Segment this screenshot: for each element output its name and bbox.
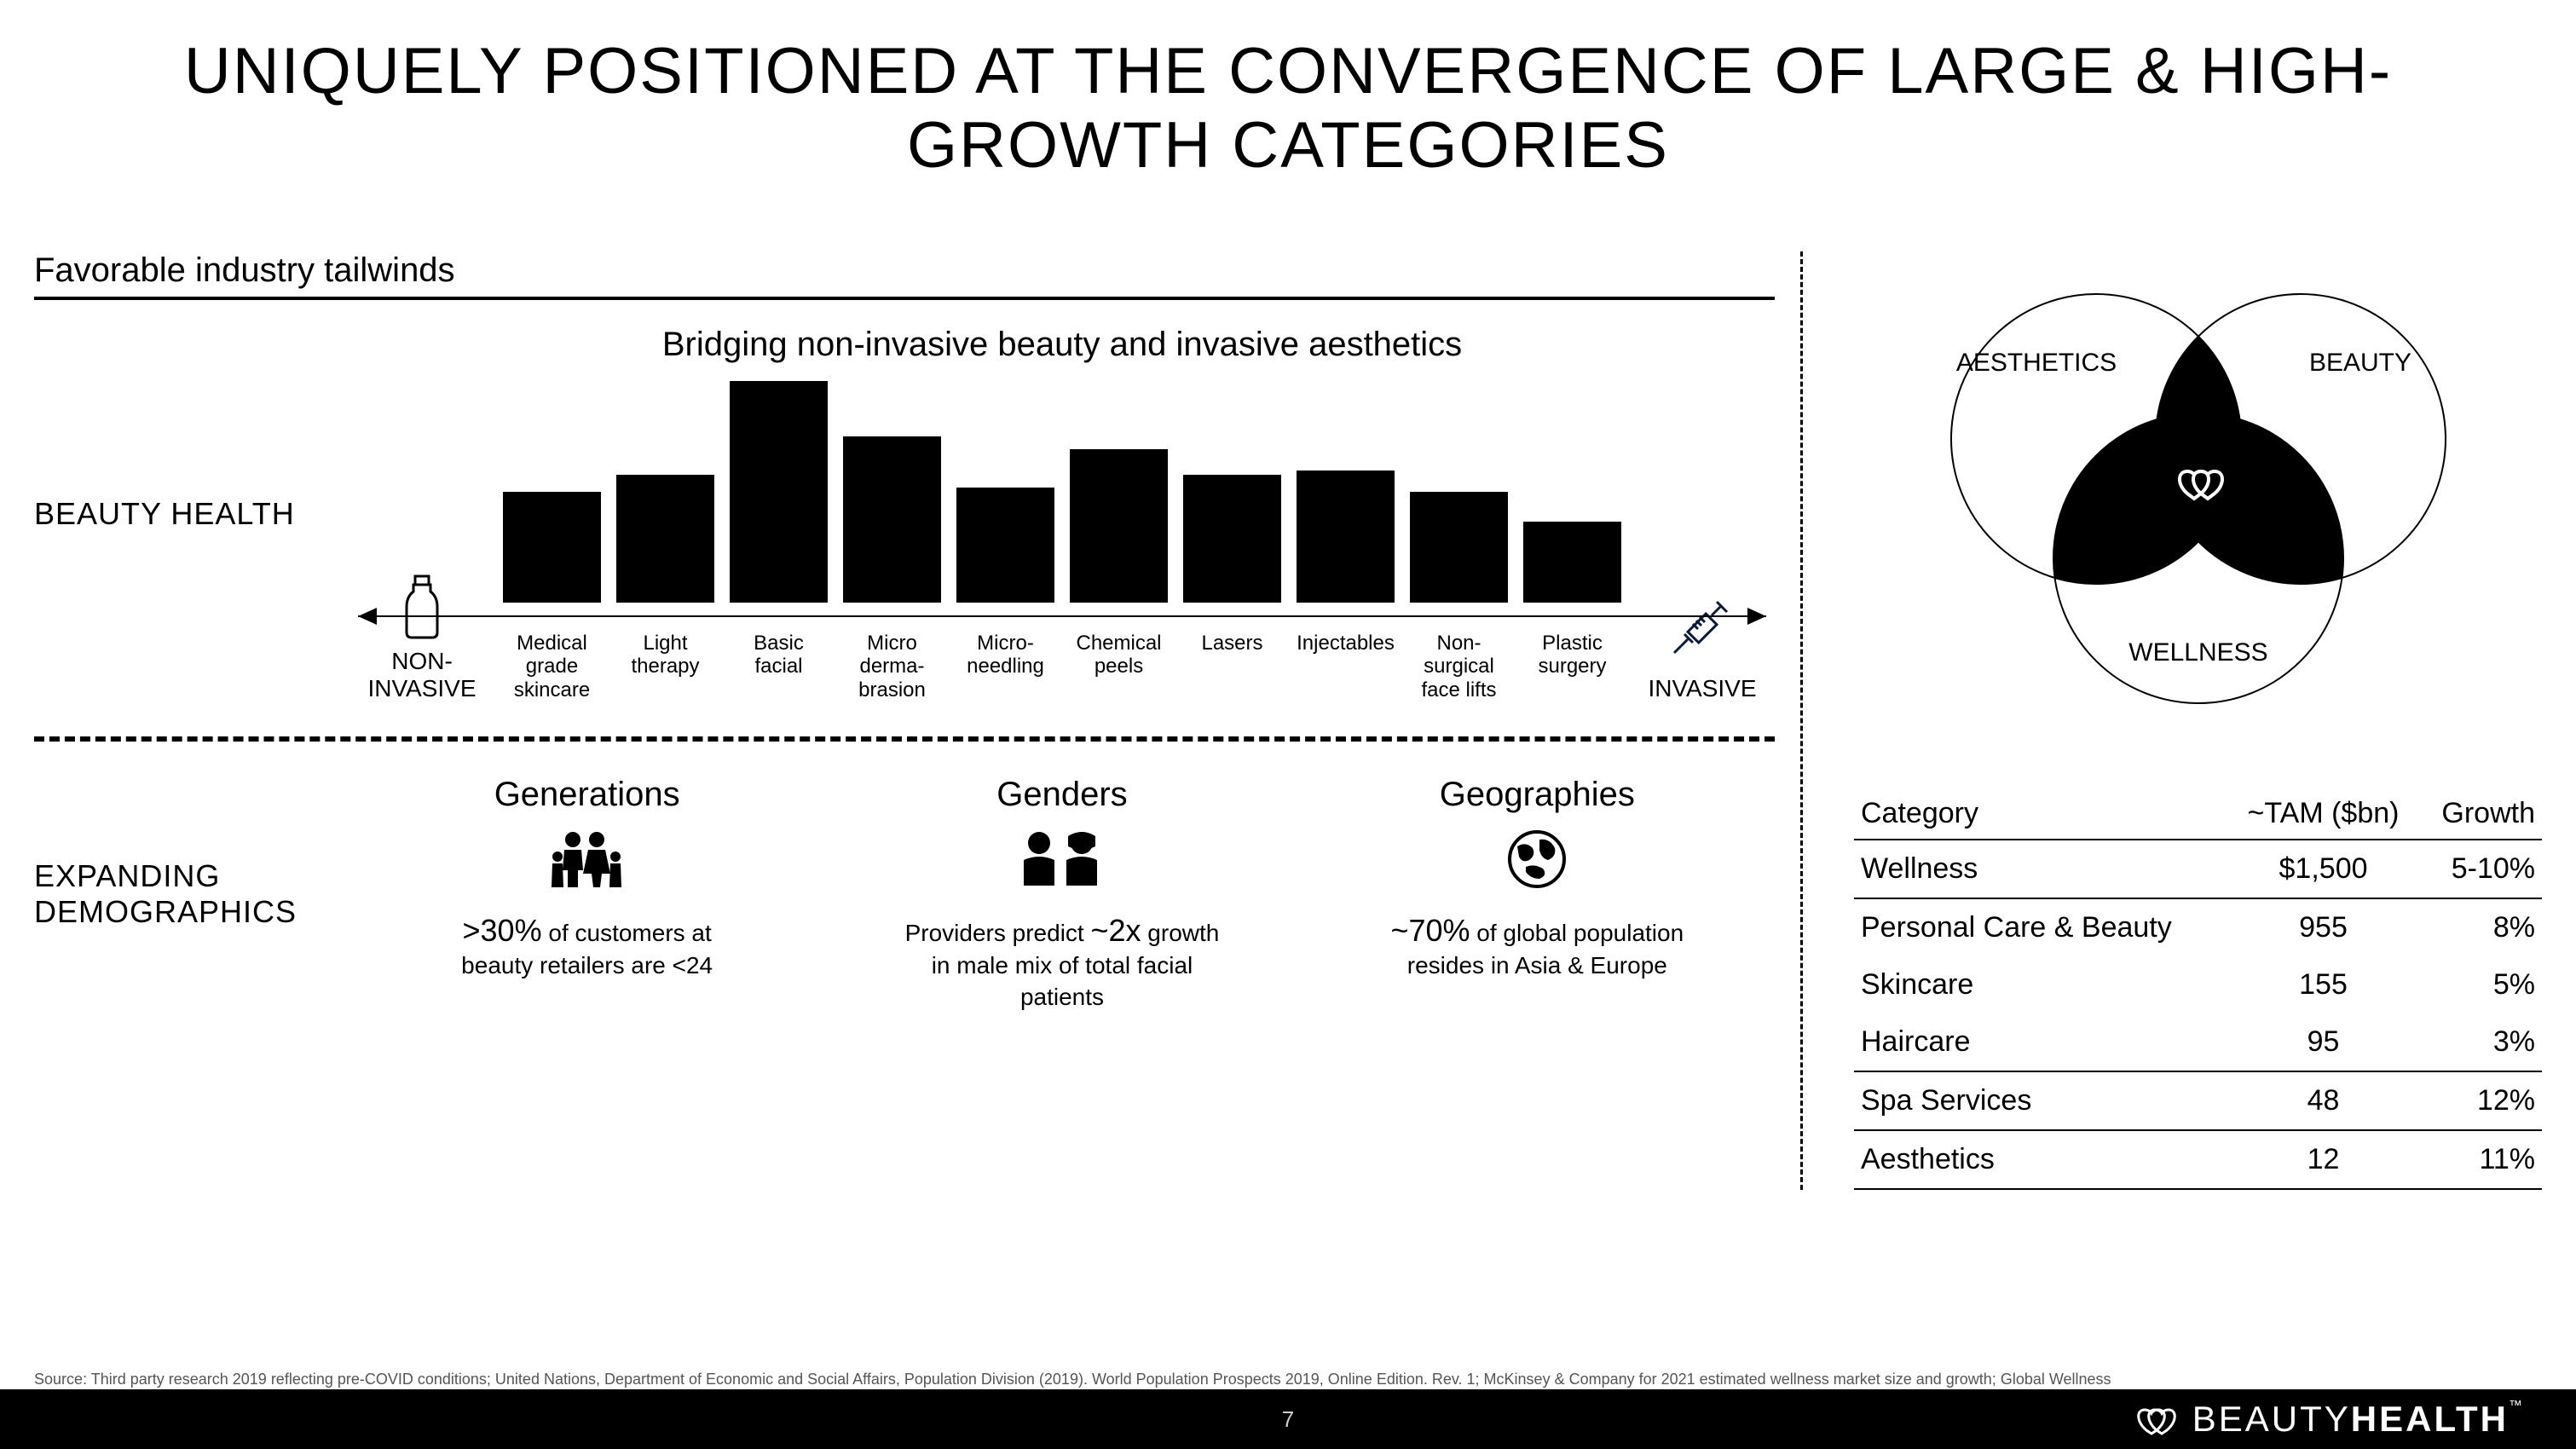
cell-category: Wellness [1854,840,2228,898]
bar [503,492,601,603]
bar-label: Non-surgical face lifts [1410,632,1508,702]
slide-title: UNIQUELY POSITIONED AT THE CONVERGENCE O… [34,34,2542,183]
demo-item: Generations >30% of customers at beauty … [425,776,749,1013]
demo-text: Providers predict ~2x growth in male mix… [900,911,1224,1013]
table-header: Growth [2418,788,2542,840]
demographics-label: EXPANDING DEMOGRAPHICS [34,858,324,930]
brand-logo: BEAUTYHEALTH™ [2133,1399,2525,1440]
cell-category: Aesthetics [1854,1130,2228,1189]
venn-label: BEAUTY [2308,349,2411,377]
cell-category: Skincare [1854,956,2228,1013]
syringe-icon [1672,600,1732,668]
cell-growth: 11% [2418,1130,2542,1189]
cell-growth: 5-10% [2418,840,2542,898]
table-row: Aesthetics 12 11% [1854,1130,2542,1189]
bar-chart [503,381,1621,603]
bar [1183,475,1281,603]
bar [730,381,828,603]
divider-dashed [34,736,1775,742]
venn-diagram: AESTHETICS BEAUTY WELLNESS [1892,251,2505,729]
globe-icon [1375,829,1699,889]
venn-label: AESTHETICS [1955,349,2116,377]
family-icon [425,829,749,889]
bar-label: Micro derma-brasion [843,632,941,702]
cell-category: Personal Care & Beauty [1854,898,2228,956]
demo-text: ~70% of global population resides in Asi… [1375,911,1699,982]
demo-text: >30% of customers at beauty retailers ar… [425,911,749,982]
demo-heading: Generations [425,776,749,814]
bar-label: Chemical peels [1070,632,1168,702]
cell-tam: 155 [2228,956,2418,1013]
demo-item: Genders Providers predict ~2x growth in … [900,776,1224,1013]
hearts-icon [2133,1401,2180,1437]
cell-tam: 955 [2228,898,2418,956]
table-row: Skincare 155 5% [1854,956,2542,1013]
bar-label: Basic facial [730,632,828,702]
bar [1070,449,1168,603]
bar-label: Lasers [1183,632,1281,702]
spectrum-arrow [503,608,1621,625]
demo-heading: Geographies [1375,776,1699,814]
subtitle: Favorable industry tailwinds [34,251,1775,290]
cell-growth: 12% [2418,1071,2542,1130]
divider-thick [34,297,1775,300]
cell-tam: 95 [2228,1013,2418,1071]
bar-label: Light therapy [616,632,714,702]
bar-label: Injectables [1297,632,1395,702]
venn-label: WELLNESS [2128,638,2267,667]
cell-growth: 5% [2418,956,2542,1013]
bar-label: Micro-needling [956,632,1054,702]
table-row: Wellness $1,500 5-10% [1854,840,2542,898]
cell-growth: 8% [2418,898,2542,956]
non-invasive-cap: NON-INVASIVE [349,573,494,702]
cell-tam: 48 [2228,1071,2418,1130]
bar [1523,522,1621,603]
bar [956,488,1054,603]
demo-item: Geographies ~70% of global population re… [1375,776,1699,1013]
table-header: ~TAM ($bn) [2228,788,2418,840]
beauty-health-label: BEAUTY HEALTH [34,496,324,532]
cell-category: Haircare [1854,1013,2228,1071]
bar [1410,492,1508,603]
table-row: Spa Services 48 12% [1854,1071,2542,1130]
cell-tam: 12 [2228,1130,2418,1189]
tam-table: Category~TAM ($bn)Growth Wellness $1,500… [1854,788,2542,1190]
bar-label: Plastic surgery [1523,632,1621,702]
chart-title: Bridging non-invasive beauty and invasiv… [349,326,1775,364]
table-row: Personal Care & Beauty 955 8% [1854,898,2542,956]
table-row: Haircare 95 3% [1854,1013,2542,1071]
bar-label: Medical grade skincare [503,632,601,702]
table-header: Category [1854,788,2228,840]
demo-heading: Genders [900,776,1224,814]
bar [843,436,941,603]
bar [616,475,714,603]
footer-bar: 7 BEAUTYHEALTH™ [0,1389,2576,1449]
genders-icon [900,829,1224,889]
cell-tam: $1,500 [2228,840,2418,898]
cell-category: Spa Services [1854,1071,2228,1130]
page-number: 7 [1282,1406,1294,1433]
bottle-icon [396,573,448,641]
bar [1297,470,1395,603]
cell-growth: 3% [2418,1013,2542,1071]
